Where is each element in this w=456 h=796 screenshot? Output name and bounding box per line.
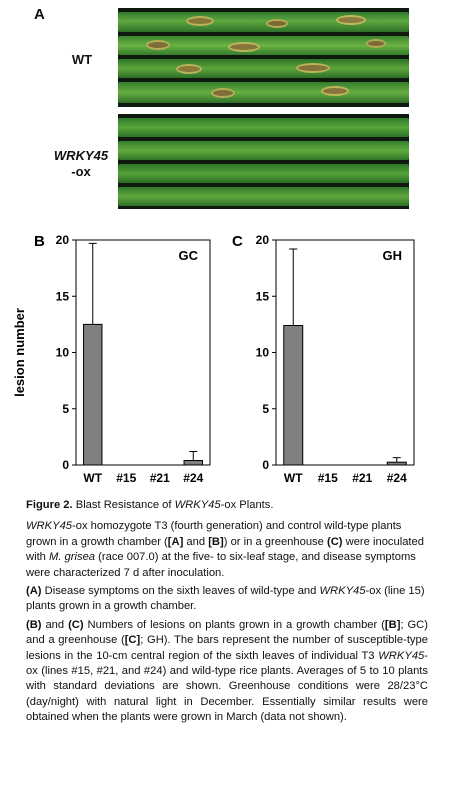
y-tick-label: 10 xyxy=(256,346,270,360)
caption-p3-ref-c: (C) xyxy=(68,618,84,631)
caption-paragraph-2: (A) Disease symptoms on the sixth leaves… xyxy=(26,584,428,615)
chart-b-svg: B 0 5 10 15 20 lesion number GC WT #15 #21 #24 xyxy=(12,233,211,485)
y-tick-label: 20 xyxy=(56,233,70,247)
chart-b-letter: B xyxy=(34,233,45,250)
ox-row-label: WRKY45 -ox xyxy=(50,148,112,180)
caption-paragraph-1: WRKY45-ox homozygote T3 (fourth generati… xyxy=(26,519,428,581)
caption-p1-ref-a: [A] xyxy=(167,535,184,548)
ox-gene-label: WRKY45 xyxy=(53,148,109,163)
y-tick-label: 20 xyxy=(256,233,270,247)
caption-p1-text-b: and xyxy=(183,535,209,548)
y-axis-label: lesion number xyxy=(12,308,27,397)
caption-p3-ref-b: (B) xyxy=(26,618,42,631)
caption-title: Figure 2. Blast Resistance of WRKY45-ox … xyxy=(26,498,428,513)
x-tick-label: WT xyxy=(83,471,102,485)
caption-p3-ref-c2: [C] xyxy=(124,634,141,647)
caption-p3-text-b: Numbers of lesions on plants grown in a … xyxy=(83,618,385,631)
caption-title-gene: WRKY45 xyxy=(174,499,221,511)
caption-p1-text-e: (race 007.0) at the five- to six-leaf st… xyxy=(26,551,416,579)
caption-title-b: -ox Plants. xyxy=(220,499,274,511)
caption-p3-text-d: ; GH). The bars represent the number of … xyxy=(26,634,428,662)
caption-p1-ref-b: [B] xyxy=(208,535,224,548)
y-tick-label: 15 xyxy=(56,289,70,303)
x-tick-label: #24 xyxy=(387,471,407,485)
y-tick-label: 5 xyxy=(262,402,269,416)
caption-p2-gene: WRKY45 xyxy=(319,585,366,598)
y-tick-label: 5 xyxy=(62,402,69,416)
ox-suffix-label: -ox xyxy=(71,164,91,179)
panel-a-letter: A xyxy=(34,6,45,23)
caption-p1-text-c: ) or in a greenhouse xyxy=(223,535,327,548)
caption-p1-gene: WRKY45 xyxy=(26,520,73,533)
chart-c-letter: C xyxy=(232,233,243,250)
caption-p3-gene: WRKY45 xyxy=(378,649,425,662)
caption-paragraph-3: (B) and (C) Numbers of lesions on plants… xyxy=(26,618,428,726)
x-tick-label: #21 xyxy=(150,471,170,485)
caption-title-a: Blast Resistance of xyxy=(75,499,175,511)
x-tick-label: WT xyxy=(284,471,303,485)
y-tick-label: 0 xyxy=(262,458,269,472)
chart-b: B 0 5 10 15 20 lesion number GC WT #15 #21 #24 xyxy=(0,226,228,488)
x-tick-label: #24 xyxy=(183,471,203,485)
bar xyxy=(183,460,203,466)
caption-p3-ref-b2: [B] xyxy=(384,618,401,631)
caption-p3-text-e: -ox (lines #15, #21, and #24) and wild-t… xyxy=(26,649,428,724)
y-tick-label: 10 xyxy=(56,346,70,360)
bar xyxy=(283,325,304,466)
wt-leaf-photo xyxy=(118,8,409,107)
caption-p1-ref-c: (C) xyxy=(326,535,343,548)
caption-p2-ref: (A) xyxy=(26,585,42,598)
wt-row-label: WT xyxy=(71,52,93,67)
x-tick-label: #21 xyxy=(352,471,372,485)
caption-p2-text-b: -ox (line 15) plants grown in a growth c… xyxy=(26,585,425,613)
caption-figure-number: Figure 2. xyxy=(26,499,73,511)
bar xyxy=(386,461,407,466)
caption-p2-text-a: Disease symptoms on the sixth leaves of … xyxy=(41,585,320,598)
figure-caption: Figure 2. Blast Resistance of WRKY45-ox … xyxy=(26,498,428,729)
caption-p1-text-a: -ox homozygote T3 (fourth generation) an… xyxy=(26,520,402,548)
x-tick-label: #15 xyxy=(318,471,338,485)
x-tick-label: #15 xyxy=(116,471,136,485)
bar xyxy=(83,323,103,466)
caption-p3-text-c: ; GC) and a greenhouse ( xyxy=(26,618,428,647)
caption-p1-text-d: were inoculated with xyxy=(26,535,424,564)
y-tick-label: 0 xyxy=(62,458,69,472)
caption-p1-species: M. grisea xyxy=(49,551,96,564)
condition-label: GH xyxy=(383,248,403,263)
condition-label: GC xyxy=(179,248,199,263)
y-tick-label: 15 xyxy=(256,289,270,303)
caption-p3-text-a: and xyxy=(41,618,69,631)
wrky45-ox-leaf-photo xyxy=(118,114,409,209)
